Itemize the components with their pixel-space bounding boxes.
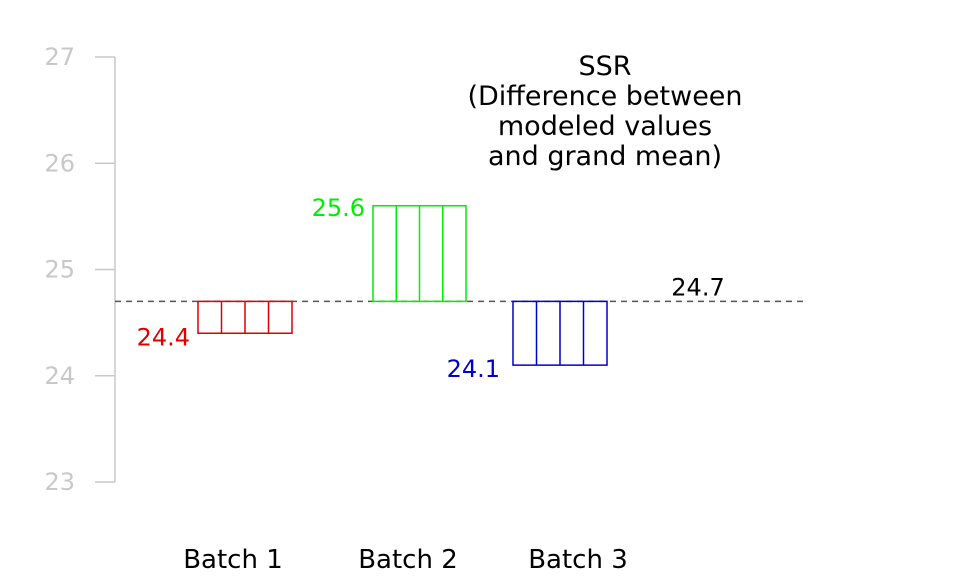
x-category-label-batch-1: Batch 1 (183, 545, 283, 575)
bar-batch-3: 24.1 Batch 3 (447, 300, 628, 575)
y-tick-label-25: 25 (44, 256, 75, 284)
value-label-batch-1: 24.4 (137, 323, 190, 351)
grand-mean-label: 24.7 (671, 273, 724, 301)
y-tick-label-26: 26 (44, 149, 75, 177)
y-tick-label-27: 27 (44, 43, 75, 71)
title-line-3: modeled values (498, 111, 712, 142)
bar-batch-1: 24.4 Batch 1 (137, 300, 293, 575)
y-axis: 23 24 25 26 27 (44, 43, 116, 496)
y-tick-label-23: 23 (44, 468, 75, 496)
value-label-batch-3: 24.1 (447, 355, 500, 383)
batch-bars: 24.4 Batch 1 25.6 Batch 2 24.1 Batch 3 (137, 194, 628, 575)
chart-title: SSR (Difference between modeled values a… (467, 51, 742, 172)
bar-batch-2: 25.6 Batch 2 (312, 194, 467, 575)
x-category-label-batch-2: Batch 2 (358, 545, 458, 575)
title-line-1: SSR (578, 51, 631, 82)
title-line-4: and grand mean) (488, 141, 722, 172)
value-label-batch-2: 25.6 (312, 194, 365, 222)
x-category-label-batch-3: Batch 3 (528, 545, 628, 575)
y-tick-label-24: 24 (44, 362, 75, 390)
title-line-2: (Difference between (467, 81, 742, 112)
